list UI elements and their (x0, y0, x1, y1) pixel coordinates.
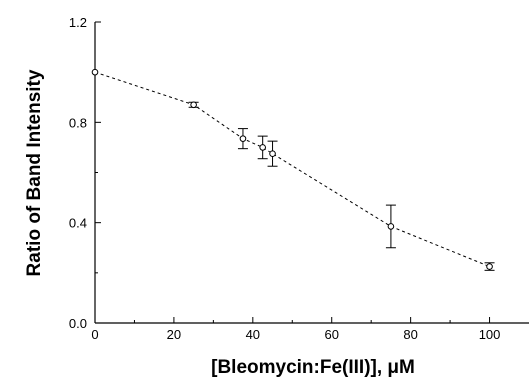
y-tick-label: 0.4 (69, 216, 87, 231)
x-tick-label: 60 (324, 327, 338, 342)
data-point (190, 101, 197, 109)
data-point (259, 144, 266, 151)
x-tick-label: 80 (403, 327, 417, 342)
y-tick-label: 1.2 (69, 15, 87, 30)
x-axis-title: [Bleomycin:Fe(III)], μM (211, 357, 415, 378)
x-tick-label: 40 (246, 327, 260, 342)
x-tick-label: 100 (479, 327, 501, 342)
x-tick-label: 20 (167, 327, 181, 342)
y-tick-label: 0.8 (69, 115, 87, 130)
x-tick-label: 0 (91, 327, 98, 342)
data-point (387, 223, 395, 230)
y-axis-title: Ratio of Band Intensity (24, 69, 45, 276)
data-point (486, 263, 493, 270)
plot-area: 0.0 0.4 0.8 1.2 0 20 40 60 80 100 (69, 15, 529, 342)
series-line (94, 71, 490, 268)
data-point (269, 150, 276, 157)
y-tick-label: 0.0 (69, 316, 87, 331)
data-point (91, 68, 99, 76)
data-point (239, 135, 247, 142)
